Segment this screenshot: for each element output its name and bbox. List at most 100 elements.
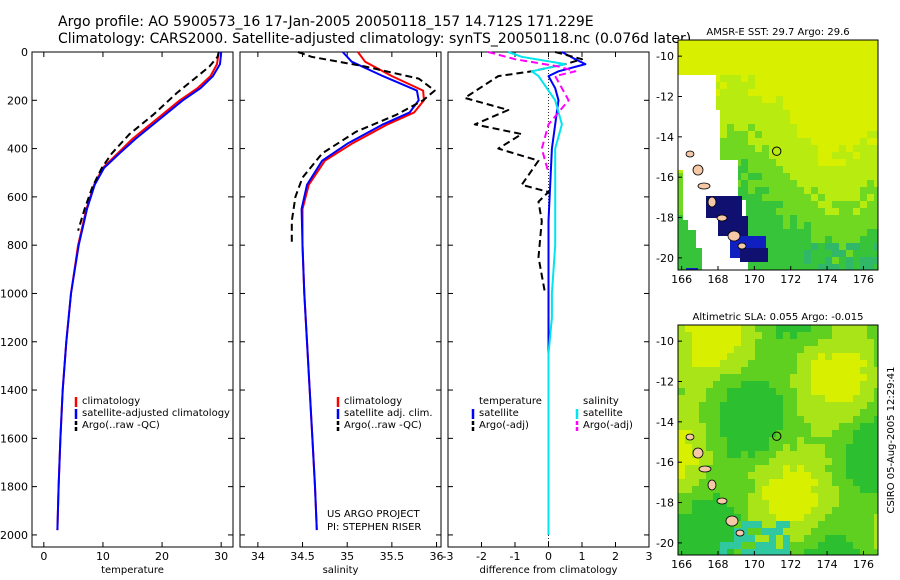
y-tick-label: -14 — [656, 416, 674, 429]
side-timestamp-label: CSIRO 05-Aug-2005 12:29:41 — [886, 366, 897, 513]
x-tick-label: 170 — [744, 273, 765, 286]
x-tick-label: -2 — [476, 550, 487, 563]
series-line-temperature-satellite — [547, 51, 587, 535]
sla-color-field — [678, 325, 878, 555]
x-tick-label: 170 — [744, 558, 765, 571]
profile-panel-salinity: 34 34.5 35 35.5 36 salinity climatologysatelli… — [239, 51, 444, 576]
legend-label: satellite adj. clim. — [344, 408, 433, 419]
argo-float-marker — [772, 431, 782, 441]
x-tick-label: 35.5 — [380, 550, 405, 563]
y-tick-label: 1600 — [0, 432, 28, 445]
island — [685, 433, 695, 441]
project-annotation: PI: STEPHEN RISER — [327, 522, 421, 533]
x-tick-label: 168 — [708, 273, 729, 286]
y-tick-label: 1800 — [0, 481, 28, 494]
sst-color-field — [678, 40, 878, 270]
island — [725, 515, 739, 527]
y-tick-label: 200 — [7, 94, 28, 107]
x-tick-label: 1 — [579, 550, 586, 563]
y-tick-label: 800 — [7, 239, 28, 252]
series-line-salinity-argo — [487, 51, 577, 173]
profile-panel-temperature: 0 10 20 30 temperature 0 200 400 600 800 1000 1200 1… — [0, 46, 234, 576]
island — [737, 242, 747, 250]
map-title: AMSR-E SST: 29.7 Argo: 29.6 — [706, 27, 849, 38]
x-tick-label: -3 — [443, 550, 454, 563]
missing-data-mask — [678, 75, 748, 270]
x-tick-label: 0 — [40, 550, 47, 563]
island-outlines — [685, 433, 745, 537]
legend-label: climatology — [344, 396, 402, 407]
argo-float-marker — [772, 146, 782, 156]
x-tick-label: 176 — [853, 558, 874, 571]
island — [697, 182, 711, 190]
map-title: Altimetric SLA: 0.055 Argo: -0.015 — [693, 312, 864, 323]
y-tick-label: -12 — [656, 375, 674, 388]
legend-label: satellite-adjusted climatology — [82, 408, 230, 419]
y-tick-label: -10 — [656, 335, 674, 348]
island — [716, 214, 728, 222]
map-panel-sst-map: 166 168 170 172 174 176 -10 -12 -14 -16 -18 -20 AMSR… — [656, 27, 879, 286]
x-tick-label: 10 — [96, 550, 110, 563]
legend-label: Argo(-adj) — [583, 420, 633, 431]
x-tick-label: 35 — [340, 550, 354, 563]
legend-label: Argo(-adj) — [479, 420, 529, 431]
island — [716, 497, 728, 505]
island — [707, 479, 717, 491]
y-tick-label: -14 — [656, 131, 674, 144]
island — [727, 230, 741, 242]
y-tick-label: 0 — [21, 46, 28, 59]
figure-title-line2: Climatology: CARS2000. Satellite-adjuste… — [58, 31, 692, 47]
x-tick-label: 176 — [853, 273, 874, 286]
island — [707, 196, 717, 208]
x-tick-label: 36 — [430, 550, 444, 563]
y-tick-label: -16 — [656, 456, 674, 469]
island — [685, 150, 695, 158]
y-tick-label: -20 — [656, 252, 674, 265]
map-frame — [677, 39, 879, 271]
island — [692, 164, 704, 176]
map-panel-sla-map: 166 168 170 172 174 176 -10 -12 -14 -16 -18 -20 Alti… — [656, 312, 879, 571]
axes-frame-temperature — [31, 51, 234, 548]
y-tick-label: -20 — [656, 537, 674, 550]
x-tick-label: 174 — [817, 558, 838, 571]
island — [735, 529, 745, 537]
legend-label: Argo(..raw -QC) — [82, 420, 160, 431]
y-tick-label: 1200 — [0, 336, 28, 349]
y-tick-label: 1400 — [0, 384, 28, 397]
figure-title-line1: Argo profile: AO 5900573_16 17-Jan-2005 … — [58, 14, 594, 30]
series-line-argo-raw-qc- — [77, 51, 220, 231]
y-tick-label: -16 — [656, 171, 674, 184]
x-tick-label: 20 — [155, 550, 169, 563]
x-tick-label: 168 — [708, 558, 729, 571]
x-axis-label: difference from climatology — [480, 565, 618, 576]
x-tick-label: 0 — [545, 550, 552, 563]
legend-label: Argo(..raw -QC) — [344, 420, 422, 431]
legend-label: salinity — [583, 396, 619, 407]
y-tick-label: -18 — [656, 212, 674, 225]
y-tick-label: 400 — [7, 143, 28, 156]
series-line-satellite-adjusted-climatology — [56, 51, 223, 531]
x-tick-label: 172 — [780, 558, 801, 571]
legend-label: satellite — [583, 408, 623, 419]
y-tick-label: -10 — [656, 50, 674, 63]
y-tick-label: 600 — [7, 191, 28, 204]
island-outlines — [685, 150, 747, 250]
x-tick-label: 2 — [612, 550, 619, 563]
x-tick-label: 172 — [780, 273, 801, 286]
axes-frame-salinity — [239, 51, 442, 548]
x-tick-label: 3 — [646, 550, 653, 563]
island — [692, 447, 704, 459]
x-tick-label: 166 — [671, 273, 692, 286]
y-tick-label: 1000 — [0, 287, 28, 300]
legend-label: climatology — [82, 396, 140, 407]
x-tick-label: 34.5 — [290, 550, 315, 563]
island — [698, 465, 712, 473]
profile-panel-difference: -3 -2 -1 0 1 2 3 difference from climatology tem… — [443, 51, 653, 576]
y-tick-label: -18 — [656, 497, 674, 510]
project-annotation: US ARGO PROJECT — [327, 509, 421, 520]
x-axis-label: salinity — [323, 565, 359, 576]
